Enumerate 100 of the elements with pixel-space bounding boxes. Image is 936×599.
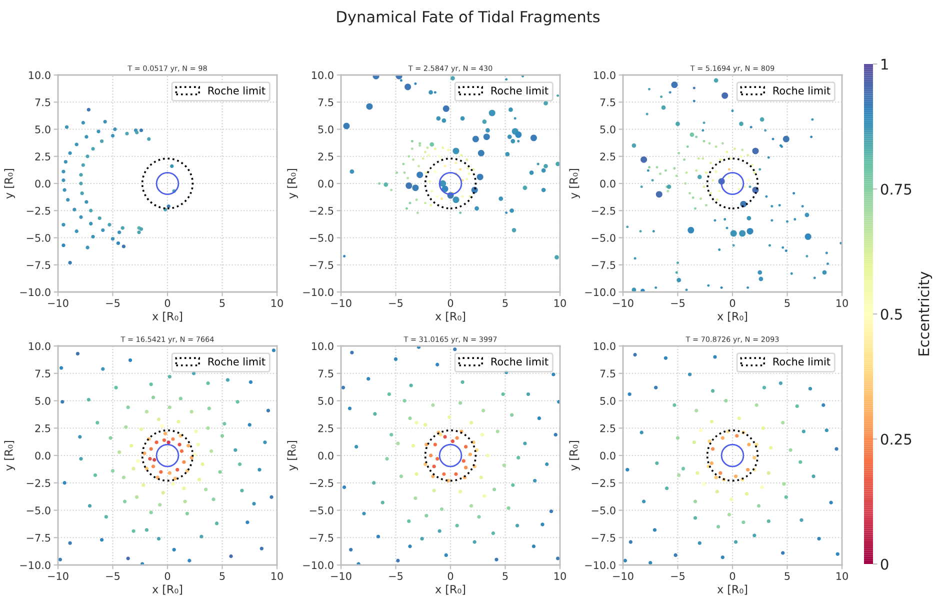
x-tick-label: −5 [671, 299, 685, 308]
x-axis-title: x [R₀] [435, 312, 466, 322]
y-tick-label: 10.0 [312, 342, 334, 350]
y-tick-label: 2.5 [318, 424, 334, 432]
x-tick-label: 10 [836, 299, 848, 308]
x-tick-label: 5 [784, 299, 790, 308]
y-tick-label: −10.0 [20, 561, 50, 570]
x-tick-label: −5 [389, 299, 403, 308]
annotation: Roche limit [491, 86, 548, 95]
x-tick-label: −5 [389, 572, 403, 580]
y-axis-title: y [R₀] [287, 168, 298, 199]
y-tick-label: −10.0 [585, 288, 616, 296]
x-tick-label: 0 [448, 299, 454, 308]
x-tick-label: 5 [220, 299, 225, 308]
y-tick-label: 2.5 [318, 152, 334, 160]
y-tick-label: −7.5 [26, 261, 50, 269]
y-tick-label: −5.0 [26, 234, 50, 242]
y-tick-label: 5.0 [600, 396, 616, 405]
y-tick-label: 10.0 [594, 71, 616, 80]
y-tick-label: −2.5 [26, 206, 50, 215]
y-tick-label: 7.5 [35, 98, 50, 106]
color-bar-label: 0.25 [880, 434, 912, 445]
y-axis-title: y [R₀] [4, 440, 15, 471]
y-tick-label: −10.0 [303, 288, 334, 296]
y-tick-label: −5.0 [310, 234, 334, 242]
x-axis-title: x [R₀] [152, 584, 182, 595]
x-tick-label: 5 [502, 299, 508, 308]
x-tick-label: 10 [272, 299, 283, 308]
y-tick-label: 0.0 [600, 452, 616, 460]
x-tick-label: −10 [613, 572, 634, 580]
y-tick-label: 0.0 [318, 180, 334, 188]
x-axis-title: x [R₀] [152, 312, 182, 322]
x-tick-label: −10 [331, 299, 352, 308]
y-axis-title: y [R₀] [569, 440, 580, 471]
x-tick-label: 10 [554, 299, 566, 308]
y-tick-label: 0.0 [35, 452, 50, 460]
y-tick-label: −10.0 [585, 561, 616, 570]
y-tick-label: −5.0 [592, 506, 616, 514]
y-tick-label: 2.5 [35, 424, 50, 432]
color-bar-label: 0.5 [880, 308, 902, 320]
y-tick-label: 2.5 [35, 152, 50, 160]
x-tick-label: 0 [164, 299, 170, 308]
y-tick-label: 10.0 [29, 342, 50, 350]
y-tick-label: −5.0 [310, 506, 334, 514]
annotation: Roche limit [773, 86, 830, 95]
x-tick-label: −5 [106, 299, 120, 308]
y-tick-label: −7.5 [592, 261, 616, 269]
y-tick-label: 0.0 [35, 180, 50, 188]
y-tick-label: 0.0 [600, 180, 616, 188]
x-tick-label: 10 [272, 572, 283, 580]
x-tick-label: −10 [613, 299, 634, 308]
y-tick-label: −2.5 [592, 479, 616, 487]
y-tick-label: 10.0 [312, 71, 334, 80]
y-axis-title: y [R₀] [287, 440, 298, 471]
y-tick-label: 7.5 [35, 370, 50, 378]
y-tick-label: 2.5 [600, 424, 616, 432]
y-tick-label: −2.5 [592, 206, 616, 215]
y-tick-label: 5.0 [318, 125, 334, 134]
annotation: Roche limit [208, 86, 266, 95]
y-tick-label: 7.5 [318, 98, 334, 106]
color-bar-label: 0 [880, 558, 888, 570]
y-tick-label: −5.0 [592, 234, 616, 242]
y-tick-label: 5.0 [35, 125, 50, 134]
y-axis-title: y [R₀] [4, 168, 15, 199]
y-tick-label: 10.0 [29, 71, 50, 80]
y-tick-label: −5.0 [26, 506, 50, 514]
text: Dynamical Fate of Tidal Fragments [337, 10, 600, 26]
annotation: Roche limit [491, 357, 548, 366]
y-tick-label: 10.0 [594, 342, 616, 350]
x-tick-label: −5 [106, 572, 120, 580]
color-bar-label: 1 [882, 58, 888, 70]
x-tick-label: 5 [220, 572, 225, 580]
annotation: Roche limit [208, 357, 266, 366]
y-tick-label: −10.0 [303, 561, 334, 570]
y-tick-label: −2.5 [310, 206, 334, 215]
y-tick-label: −2.5 [26, 479, 50, 487]
x-tick-label: 0 [730, 572, 736, 580]
x-axis-title: x [R₀] [717, 312, 748, 322]
color-bar-title: Eccentricity [918, 272, 932, 356]
y-tick-label: 7.5 [600, 98, 616, 106]
x-tick-label: 0 [164, 572, 170, 580]
y-tick-label: −7.5 [310, 534, 334, 542]
x-tick-label: −10 [48, 572, 68, 580]
y-tick-label: 5.0 [35, 396, 50, 405]
y-tick-label: −7.5 [26, 534, 50, 542]
x-tick-label: −5 [671, 572, 685, 580]
y-tick-label: −7.5 [310, 261, 334, 269]
x-axis-title: x [R₀] [717, 584, 748, 595]
annotation: Roche limit [773, 357, 830, 366]
x-tick-label: 0 [730, 299, 736, 308]
y-tick-label: 7.5 [600, 370, 616, 378]
y-tick-label: 7.5 [318, 370, 334, 378]
x-tick-label: −10 [331, 572, 352, 580]
x-tick-label: −10 [48, 299, 68, 308]
x-tick-label: 0 [448, 572, 454, 580]
y-tick-label: 5.0 [318, 396, 334, 405]
y-tick-label: −7.5 [592, 534, 616, 542]
x-tick-label: 5 [784, 572, 790, 580]
x-tick-label: 10 [554, 572, 566, 580]
x-tick-label: 10 [836, 572, 848, 580]
